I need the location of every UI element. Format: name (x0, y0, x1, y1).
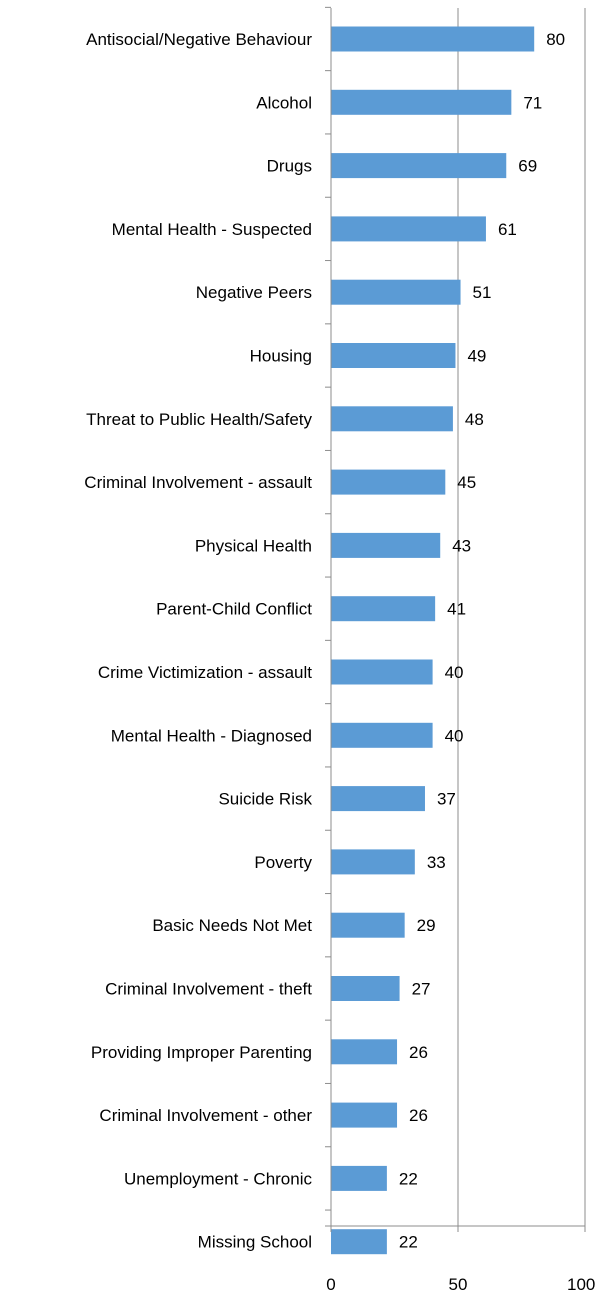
category-label-7: Criminal Involvement - assault (84, 473, 312, 492)
category-label-5: Housing (250, 347, 312, 366)
data-label-16: 26 (409, 1043, 428, 1062)
data-label-17: 26 (409, 1106, 428, 1125)
bar-12 (331, 786, 425, 812)
data-label-14: 29 (417, 916, 436, 935)
category-label-13: Poverty (254, 853, 312, 872)
bars (331, 26, 535, 1255)
data-label-15: 27 (412, 980, 431, 999)
labels: 80 Antisocial/Negative Behaviour 71 Alcohol… (84, 30, 595, 1294)
data-label-7: 45 (457, 473, 476, 492)
x-tick-label-50: 50 (449, 1275, 468, 1294)
data-label-1: 71 (523, 93, 542, 112)
category-label-2: Drugs (267, 157, 312, 176)
data-label-4: 51 (473, 283, 492, 302)
bar-14 (331, 912, 405, 938)
category-label-15: Criminal Involvement - theft (105, 980, 312, 999)
gridlines (457, 8, 586, 1226)
bar-11 (331, 722, 433, 748)
category-label-3: Mental Health - Suspected (112, 220, 312, 239)
category-label-11: Mental Health - Diagnosed (111, 726, 312, 745)
category-label-4: Negative Peers (196, 283, 312, 302)
category-label-8: Physical Health (195, 536, 312, 555)
category-label-12: Suicide Risk (218, 790, 312, 809)
category-label-18: Unemployment - Chronic (124, 1169, 313, 1188)
category-label-10: Crime Victimization - assault (98, 663, 312, 682)
bar-10 (331, 659, 433, 685)
bar-6 (331, 406, 453, 432)
category-label-19: Missing School (198, 1233, 312, 1252)
bar-15 (331, 976, 400, 1001)
bar-1 (331, 89, 512, 115)
category-label-9: Parent-Child Conflict (156, 600, 312, 619)
bar-0 (331, 26, 535, 52)
data-label-0: 80 (546, 30, 565, 49)
bar-4 (331, 279, 461, 305)
data-label-13: 33 (427, 853, 446, 872)
bar-18 (331, 1165, 387, 1191)
bar-17 (331, 1102, 398, 1128)
data-label-6: 48 (465, 410, 484, 429)
bar-8 (331, 532, 441, 558)
bar-13 (331, 849, 415, 875)
data-label-8: 43 (452, 536, 471, 555)
data-label-12: 37 (437, 790, 456, 809)
data-label-2: 69 (518, 157, 537, 176)
data-label-9: 41 (447, 600, 466, 619)
category-label-1: Alcohol (256, 93, 312, 112)
category-label-6: Threat to Public Health/Safety (86, 410, 312, 429)
axes (325, 6, 586, 1232)
bar-2 (331, 153, 507, 179)
category-label-16: Providing Improper Parenting (91, 1043, 312, 1062)
data-label-19: 22 (399, 1233, 418, 1252)
data-label-11: 40 (445, 726, 464, 745)
data-label-18: 22 (399, 1169, 418, 1188)
bar-9 (331, 596, 436, 622)
category-label-14: Basic Needs Not Met (152, 916, 312, 935)
x-tick-label-0: 0 (326, 1275, 335, 1294)
bar-16 (331, 1039, 398, 1065)
x-tick-label-100: 100 (567, 1275, 595, 1294)
bar-3 (331, 216, 486, 242)
data-label-3: 61 (498, 220, 517, 239)
bar-7 (331, 469, 446, 495)
bar-19 (331, 1229, 387, 1255)
bar-5 (331, 343, 456, 368)
category-label-17: Criminal Involvement - other (99, 1106, 312, 1125)
category-label-0: Antisocial/Negative Behaviour (86, 30, 312, 49)
data-label-10: 40 (445, 663, 464, 682)
data-label-5: 49 (467, 347, 486, 366)
